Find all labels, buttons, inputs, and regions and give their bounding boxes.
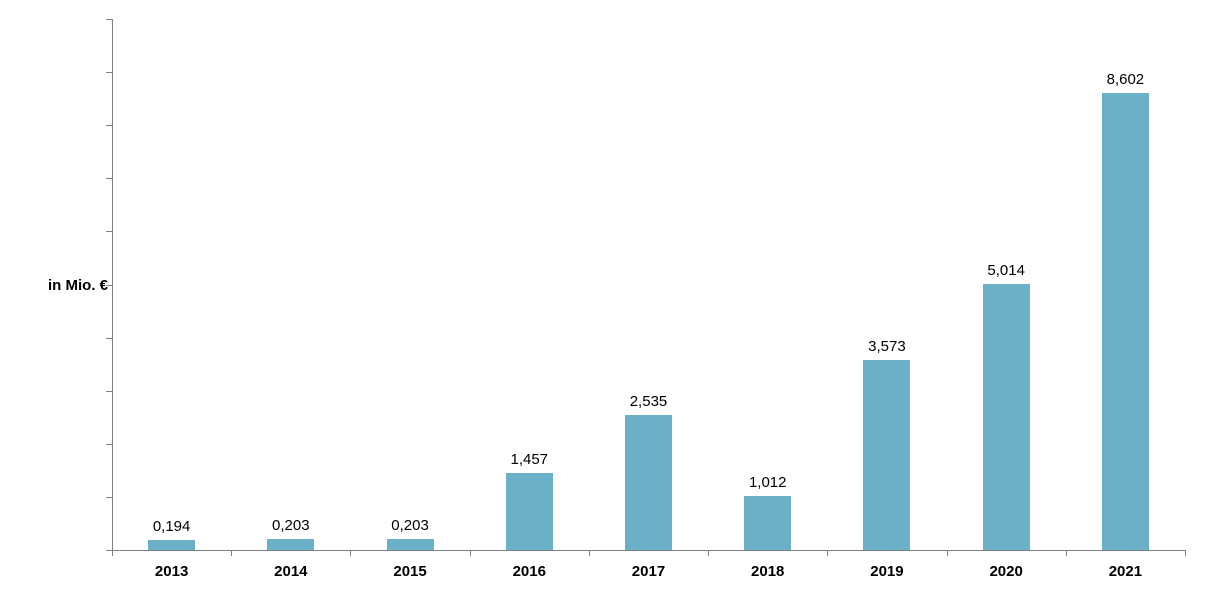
bar-2021: [1101, 93, 1149, 550]
x-axis-label: 2014: [274, 563, 308, 580]
bar-value-label: 1,012: [748, 474, 787, 492]
x-axis-label: 2013: [154, 563, 189, 580]
bar-2017: [625, 415, 672, 550]
y-axis-tick: [106, 284, 112, 286]
y-axis-tick: [106, 496, 112, 498]
y-axis-tick: [106, 19, 112, 20]
bar-2015: [386, 539, 434, 550]
x-axis-label: 2018: [751, 563, 785, 580]
x-axis-label: 2015: [393, 563, 427, 580]
bar-value-label: 2,535: [629, 393, 668, 411]
x-axis-label: 2021: [1108, 563, 1143, 580]
x-axis-label: 2020: [989, 563, 1023, 580]
x-axis-tick: [588, 551, 590, 556]
x-axis-label: 2017: [631, 563, 666, 580]
x-axis-tick: [231, 551, 233, 556]
bar-value-label: 0,203: [272, 517, 310, 535]
bar-value-label: 3,573: [868, 338, 906, 356]
y-axis-tick: [106, 337, 112, 339]
x-axis-tick: [827, 551, 829, 556]
x-axis-tick: [469, 551, 471, 556]
bar-value-label: 0,203: [391, 517, 429, 535]
bar-2013: [148, 539, 196, 550]
y-axis-tick: [106, 550, 112, 551]
x-axis-tick: [1185, 551, 1186, 556]
y-axis-title: in Mio. €: [48, 277, 108, 294]
bar-value-label: 5,014: [987, 261, 1025, 279]
bar-value-label: 8,602: [1106, 71, 1145, 89]
bar-2016: [505, 472, 553, 550]
y-axis-tick: [106, 125, 112, 127]
y-axis-tick: [106, 231, 112, 233]
y-axis-tick: [106, 72, 112, 74]
x-axis-label: 2019: [870, 563, 904, 580]
bar-2018: [744, 496, 792, 550]
x-axis-tick: [1065, 551, 1067, 556]
y-axis-tick: [106, 390, 112, 392]
y-axis-tick: [106, 443, 112, 445]
x-axis-tick: [708, 551, 710, 556]
y-axis-tick: [106, 178, 112, 180]
x-axis-tick: [946, 551, 948, 556]
bar-2019: [863, 360, 911, 550]
bar-value-label: 1,457: [510, 450, 549, 468]
bar-value-label: 0,194: [152, 517, 191, 535]
x-axis-label: 2016: [512, 563, 546, 580]
x-axis-tick: [350, 551, 352, 556]
bar-2014: [267, 539, 315, 550]
y-axis-line: [112, 19, 113, 556]
bar-2020: [982, 283, 1030, 550]
x-axis-line: [112, 550, 1186, 551]
